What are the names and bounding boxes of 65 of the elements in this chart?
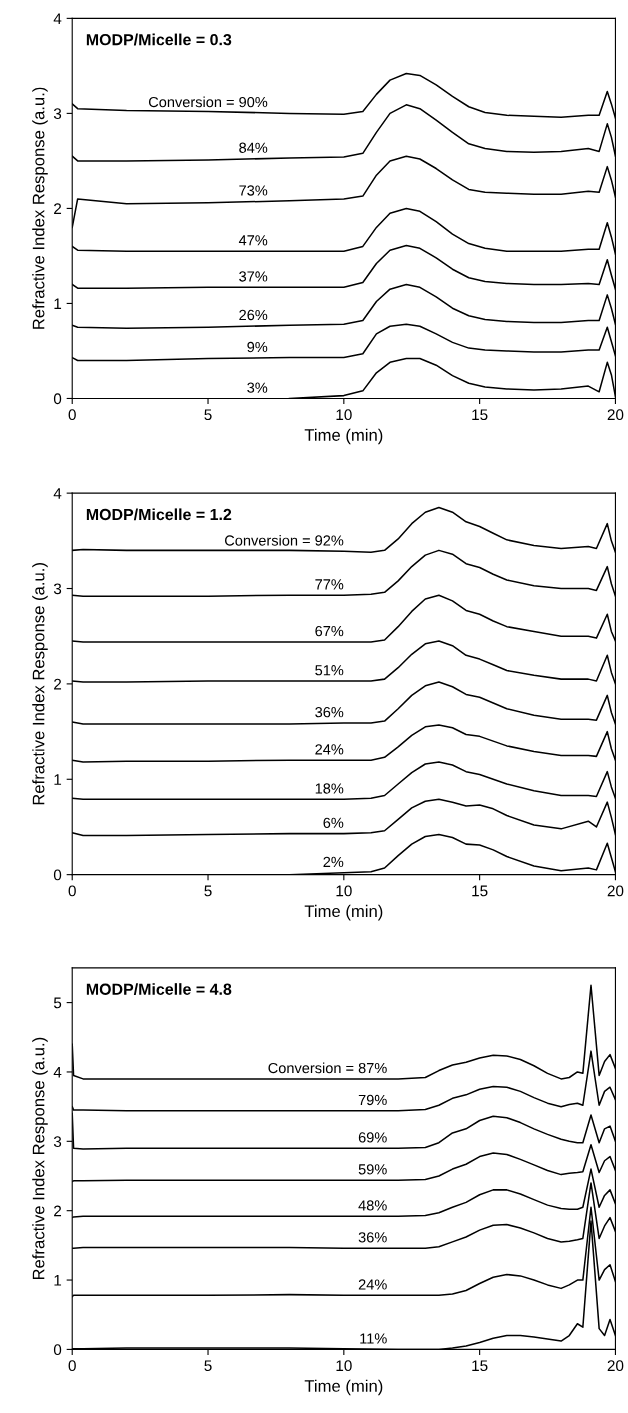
y-tick-label: 2 bbox=[54, 203, 62, 214]
x-tick-label: 10 bbox=[336, 885, 352, 897]
series-label: 36% bbox=[315, 707, 344, 718]
series-label: 67% bbox=[315, 625, 344, 637]
series-label: 48% bbox=[358, 1200, 387, 1211]
y-axis-title: Refractive Index Response (a.u.) bbox=[32, 1037, 48, 1280]
x-tick-label: 0 bbox=[68, 885, 76, 897]
y-tick-label: 3 bbox=[53, 583, 62, 595]
series-label: 24% bbox=[315, 744, 344, 755]
x-tick-label: 10 bbox=[336, 1360, 352, 1372]
y-tick-label: 4 bbox=[53, 1066, 62, 1078]
series-label: 84% bbox=[239, 142, 268, 153]
text: MODP/Micelle = 1.2 bbox=[86, 508, 232, 521]
series-label: 69% bbox=[358, 1132, 387, 1143]
series-label: 77% bbox=[315, 579, 344, 590]
series-label: 3% bbox=[247, 382, 268, 393]
x-tick-label: 0 bbox=[68, 1360, 76, 1372]
x-tick-label: 15 bbox=[472, 885, 488, 897]
x-tick-label: 15 bbox=[472, 409, 488, 421]
x-axis-title: Time (min) bbox=[304, 428, 383, 445]
y-tick-label: 0 bbox=[53, 869, 62, 881]
y-tick-label: 1 bbox=[54, 774, 62, 785]
series-label: 51% bbox=[315, 665, 344, 676]
x-tick-label: 20 bbox=[607, 1360, 624, 1372]
text: MODP/Micelle = 4.8 bbox=[86, 983, 232, 996]
x-tick-label: 5 bbox=[204, 409, 212, 421]
series-label: Conversion = 92% bbox=[225, 534, 344, 546]
y-tick-label: 5 bbox=[53, 997, 62, 1009]
text: MODP/Micelle = 0.3 bbox=[86, 33, 232, 46]
series-label: 47% bbox=[238, 235, 268, 246]
series-label: 24% bbox=[358, 1279, 387, 1290]
x-tick-label: 0 bbox=[68, 409, 76, 421]
y-tick-label: 0 bbox=[53, 393, 62, 405]
series-label: 2% bbox=[323, 856, 344, 868]
y-tick-label: 1 bbox=[54, 1275, 62, 1286]
series-label: 9% bbox=[247, 341, 268, 353]
series-label: 26% bbox=[239, 309, 268, 321]
x-tick-label: 20 bbox=[607, 409, 624, 421]
y-tick-label: 3 bbox=[53, 108, 62, 120]
series-label: 73% bbox=[239, 185, 268, 196]
series-label: 59% bbox=[358, 1164, 387, 1175]
x-tick-label: 5 bbox=[204, 1360, 212, 1372]
x-tick-label: 5 bbox=[204, 885, 212, 897]
series-label: Conversion = 87% bbox=[268, 1062, 387, 1074]
series-label: 37% bbox=[239, 271, 268, 282]
x-axis-title: Time (min) bbox=[304, 1379, 383, 1396]
y-tick-label: 4 bbox=[53, 13, 62, 24]
y-tick-label: 4 bbox=[53, 488, 62, 499]
y-tick-label: 3 bbox=[53, 1136, 62, 1147]
x-tick-label: 20 bbox=[607, 885, 624, 897]
y-tick-label: 2 bbox=[54, 1205, 62, 1217]
series-label: 79% bbox=[358, 1094, 387, 1106]
series-label: 18% bbox=[315, 783, 344, 794]
y-axis-title: Refractive Index Response (a.u.) bbox=[32, 87, 48, 329]
y-tick-label: 0 bbox=[53, 1344, 62, 1356]
x-axis-title: Time (min) bbox=[304, 904, 383, 921]
series-label: Conversion = 90% bbox=[148, 96, 268, 108]
y-axis-title: Refractive Index Response (a.u.) bbox=[32, 563, 48, 805]
y-tick-label: 1 bbox=[54, 298, 62, 309]
x-tick-label: 10 bbox=[336, 409, 352, 421]
y-tick-label: 2 bbox=[54, 678, 62, 690]
series-label: 36% bbox=[358, 1232, 387, 1243]
series-label: 11% bbox=[360, 1333, 387, 1344]
x-tick-label: 15 bbox=[472, 1360, 488, 1372]
series-label: 6% bbox=[323, 817, 344, 828]
